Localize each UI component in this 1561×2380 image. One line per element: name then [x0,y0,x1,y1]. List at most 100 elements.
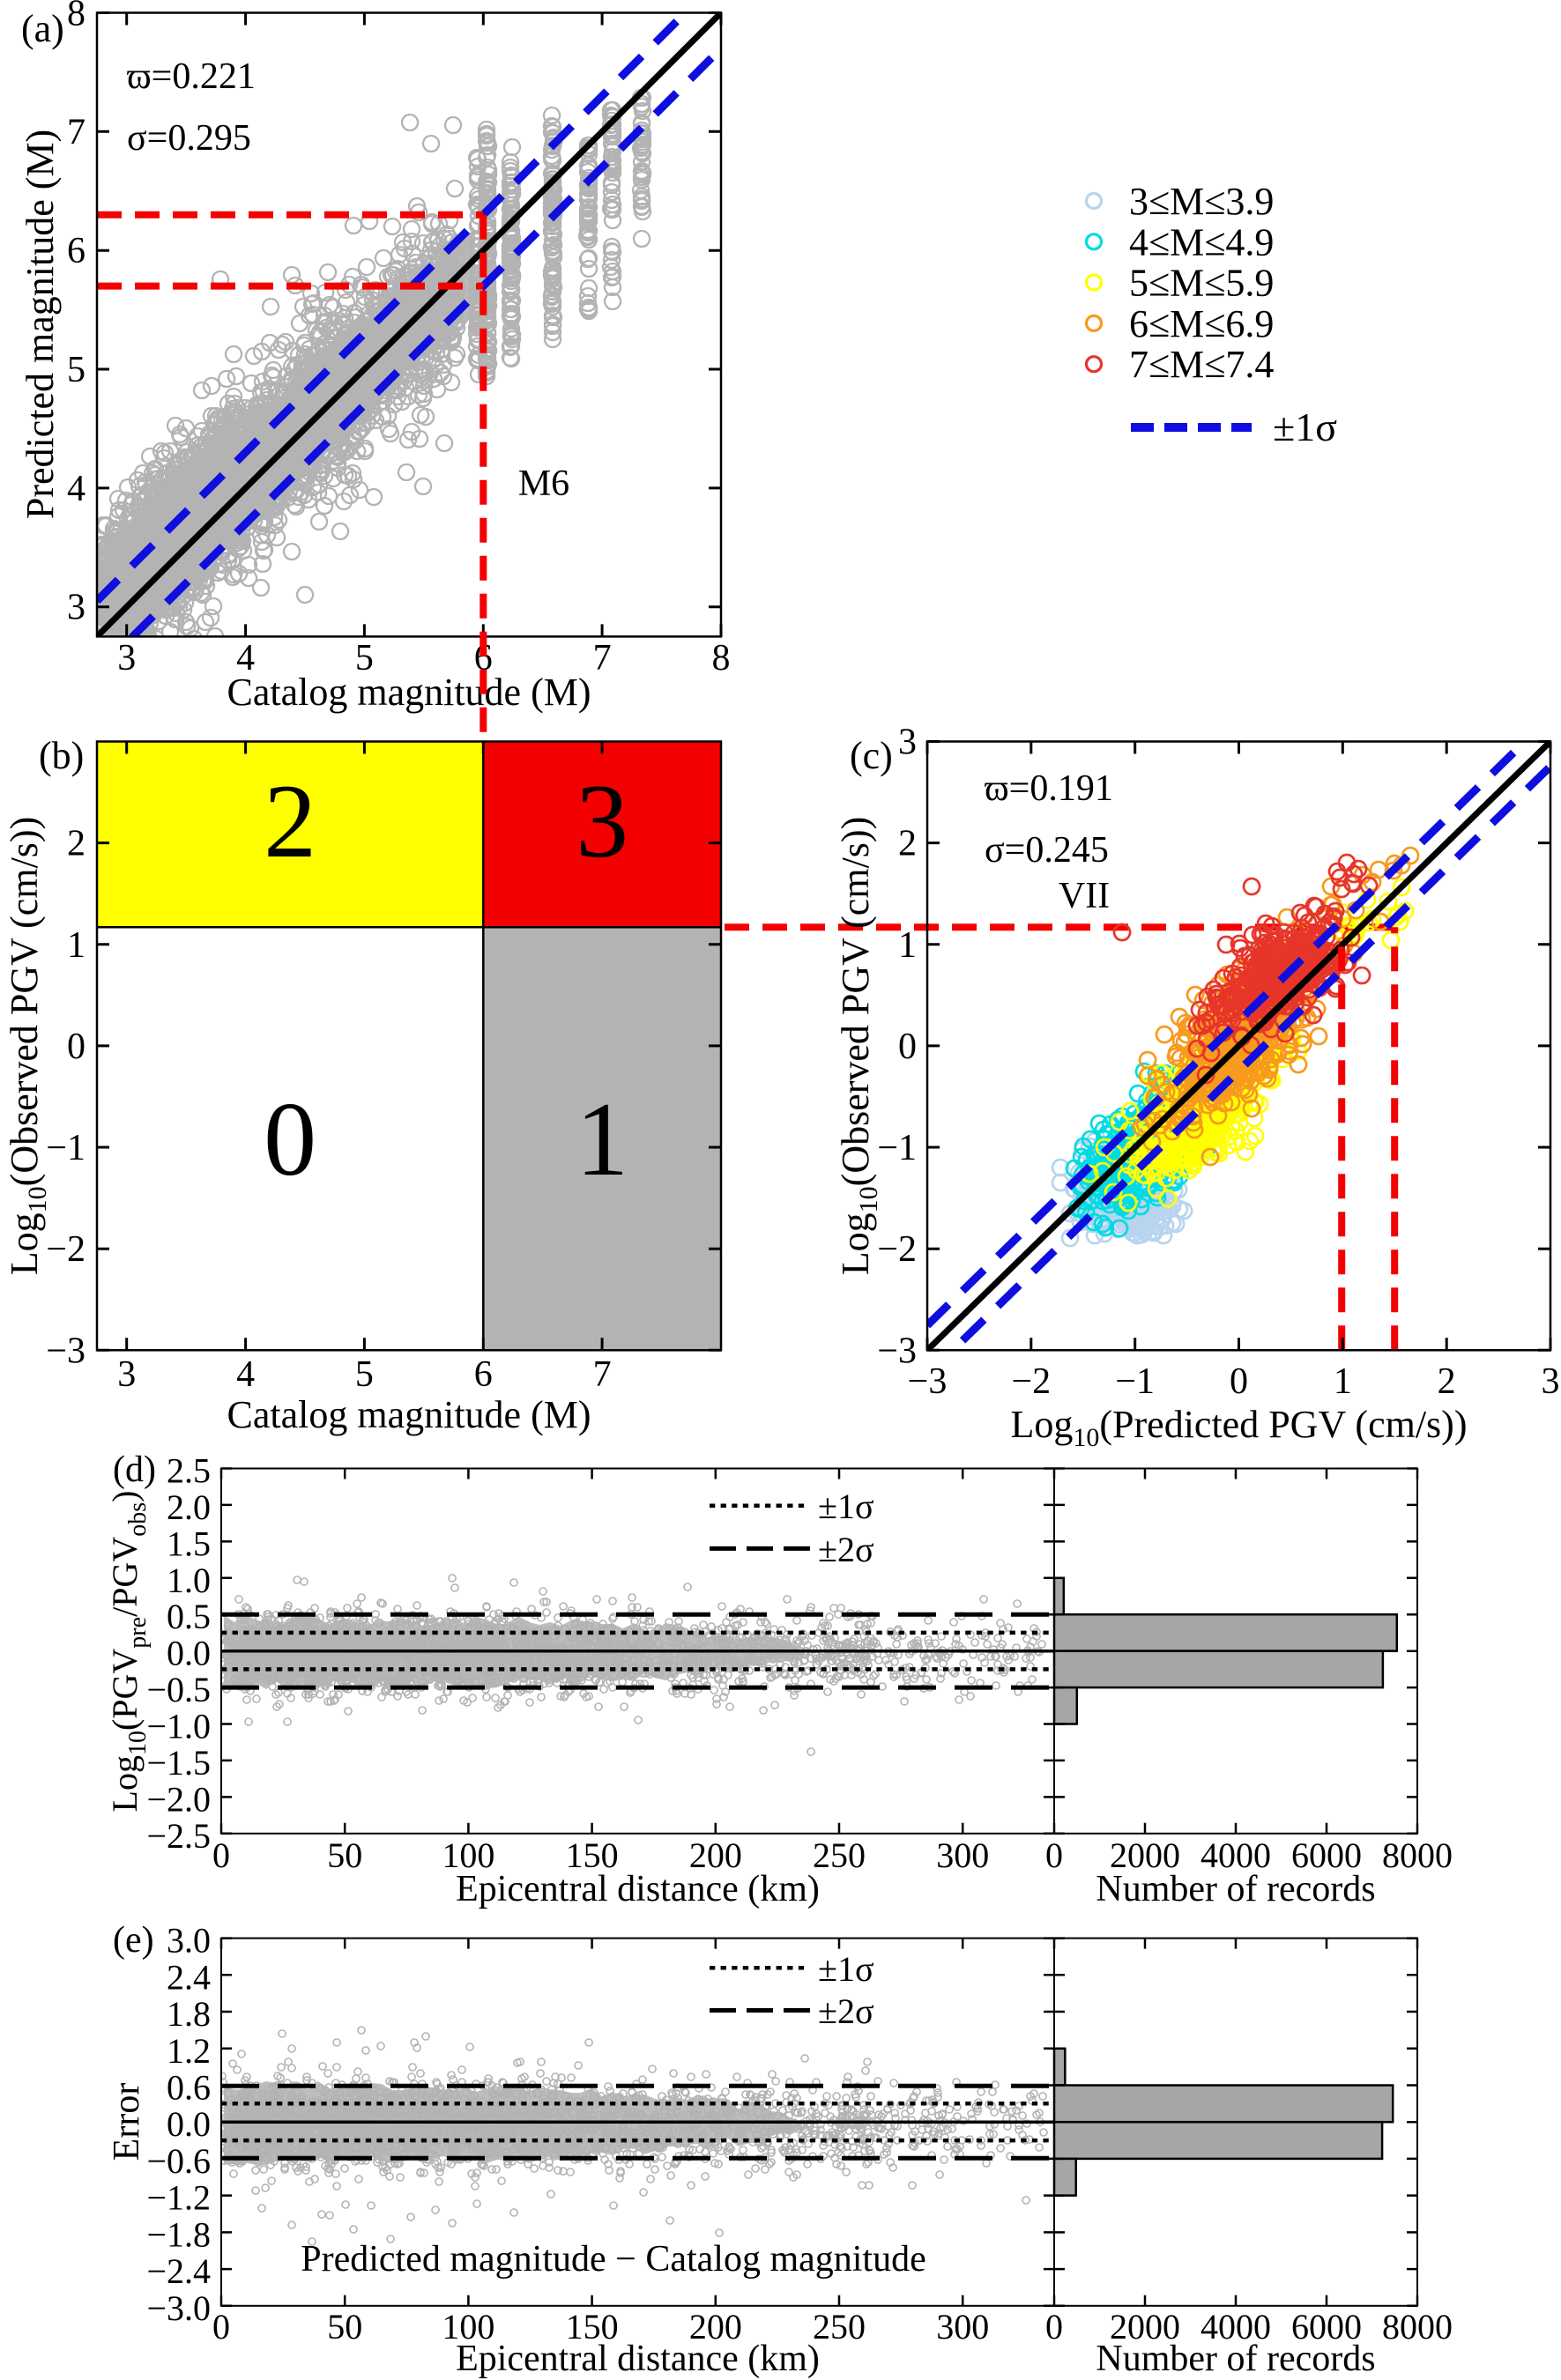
svg-text:250: 250 [813,1835,866,1875]
svg-text:0: 0 [898,1027,917,1067]
svg-text:−3: −3 [46,1331,85,1371]
svg-text:5: 5 [67,350,85,390]
svg-text:1: 1 [1334,1361,1352,1402]
svg-text:±2σ: ±2σ [818,1530,874,1569]
svg-text:2.4: 2.4 [167,1957,211,1997]
svg-text:3: 3 [117,638,136,678]
svg-text:±1σ: ±1σ [1273,404,1337,449]
svg-text:Catalog magnitude (M): Catalog magnitude (M) [227,671,591,714]
svg-text:−1.0: −1.0 [146,1707,211,1746]
svg-text:−1.8: −1.8 [146,2214,211,2254]
svg-text:M6: M6 [518,463,569,504]
svg-text:0: 0 [264,1080,316,1197]
svg-text:8: 8 [67,0,85,34]
svg-text:8000: 8000 [1382,2307,1453,2347]
svg-text:−2: −2 [1011,1361,1051,1402]
svg-text:2: 2 [67,824,85,864]
svg-text:−0.5: −0.5 [146,1670,211,1709]
svg-text:−2.4: −2.4 [146,2251,211,2291]
svg-text:3: 3 [67,588,85,628]
svg-text:0.0: 0.0 [167,1634,211,1673]
svg-text:Predicted magnitude (M): Predicted magnitude (M) [19,130,62,519]
svg-text:Number of records: Number of records [1096,2339,1375,2379]
svg-text:−0.6: −0.6 [146,2141,211,2181]
svg-text:−3.0: −3.0 [146,2288,211,2328]
svg-text:2: 2 [1438,1361,1456,1402]
svg-text:4: 4 [67,469,85,509]
svg-text:2: 2 [264,762,316,879]
svg-text:−2.5: −2.5 [146,1816,211,1856]
svg-text:3≤M≤3.9: 3≤M≤3.9 [1129,180,1274,223]
svg-text:Predicted magnitude − Catalog: Predicted magnitude − Catalog magnitude [301,2239,926,2280]
svg-text:0: 0 [212,2307,230,2347]
svg-text:1.8: 1.8 [167,1994,211,2034]
svg-text:5≤M≤5.9: 5≤M≤5.9 [1129,262,1274,305]
svg-text:50: 50 [327,1835,362,1875]
svg-text:−2.0: −2.0 [146,1779,211,1819]
svg-text:6≤M≤6.9: 6≤M≤6.9 [1129,302,1274,345]
svg-text:±2σ: ±2σ [818,1991,874,2031]
svg-text:(b): (b) [39,734,84,777]
svg-text:2.0: 2.0 [167,1487,211,1527]
svg-text:3: 3 [117,1354,136,1395]
svg-text:ϖ=0.221: ϖ=0.221 [127,56,256,97]
svg-text:1.2: 1.2 [167,2031,211,2071]
svg-text:Epicentral distance (km): Epicentral distance (km) [456,2339,820,2379]
svg-text:0: 0 [67,1027,85,1067]
svg-text:50: 50 [327,2307,362,2347]
svg-text:0.5: 0.5 [167,1597,211,1636]
svg-text:0: 0 [1230,1361,1248,1402]
svg-text:1: 1 [898,925,917,966]
svg-text:1: 1 [576,1080,628,1197]
svg-text:4≤M≤4.9: 4≤M≤4.9 [1129,220,1274,263]
svg-text:Epicentral distance (km): Epicentral distance (km) [456,1869,820,1909]
svg-text:3.0: 3.0 [167,1921,211,1961]
svg-text:3: 3 [576,762,628,879]
svg-text:6: 6 [67,231,85,271]
svg-text:±1σ: ±1σ [818,1487,874,1526]
svg-text:ϖ=0.191: ϖ=0.191 [985,768,1113,809]
svg-text:−2: −2 [46,1229,85,1270]
svg-text:7: 7 [593,1354,612,1395]
svg-text:−1.5: −1.5 [146,1743,211,1783]
svg-text:0.0: 0.0 [167,2104,211,2144]
svg-text:Catalog magnitude (M): Catalog magnitude (M) [227,1393,591,1436]
svg-text:−3: −3 [877,1331,917,1371]
svg-text:5: 5 [355,1354,374,1395]
svg-text:−1: −1 [1115,1361,1155,1402]
svg-text:−1.2: −1.2 [146,2178,211,2218]
svg-text:3: 3 [898,723,917,763]
svg-text:Number of records: Number of records [1096,1869,1375,1909]
svg-text:0: 0 [1045,1835,1063,1875]
svg-text:1.5: 1.5 [167,1524,211,1563]
svg-text:6: 6 [474,1354,493,1395]
svg-text:σ=0.245: σ=0.245 [985,830,1109,871]
svg-text:3: 3 [1542,1361,1560,1402]
svg-text:VII: VII [1059,876,1110,916]
svg-text:Error: Error [107,2083,147,2161]
svg-text:(c): (c) [850,734,893,777]
svg-text:7≤M≤7.4: 7≤M≤7.4 [1129,343,1274,386]
svg-text:2.5: 2.5 [167,1451,211,1491]
svg-text:1.0: 1.0 [167,1561,211,1600]
svg-text:0.6: 0.6 [167,2067,211,2107]
svg-text:8: 8 [712,638,731,678]
svg-text:2: 2 [898,824,917,864]
svg-text:0: 0 [1045,2307,1063,2347]
svg-text:(e): (e) [113,1920,154,1961]
svg-text:300: 300 [936,1835,989,1875]
svg-text:−2: −2 [877,1229,917,1270]
svg-text:1: 1 [67,925,85,966]
svg-text:σ=0.295: σ=0.295 [127,118,251,159]
svg-text:(a): (a) [21,7,64,50]
svg-text:±1σ: ±1σ [818,1949,874,1989]
svg-text:250: 250 [813,2307,866,2347]
svg-text:−1: −1 [877,1128,917,1168]
svg-text:4: 4 [236,1354,255,1395]
svg-text:8000: 8000 [1382,1835,1453,1875]
svg-text:7: 7 [593,638,612,678]
svg-text:0: 0 [212,1835,230,1875]
svg-text:−1: −1 [46,1128,85,1168]
svg-text:(d): (d) [113,1450,156,1490]
svg-text:300: 300 [936,2307,989,2347]
